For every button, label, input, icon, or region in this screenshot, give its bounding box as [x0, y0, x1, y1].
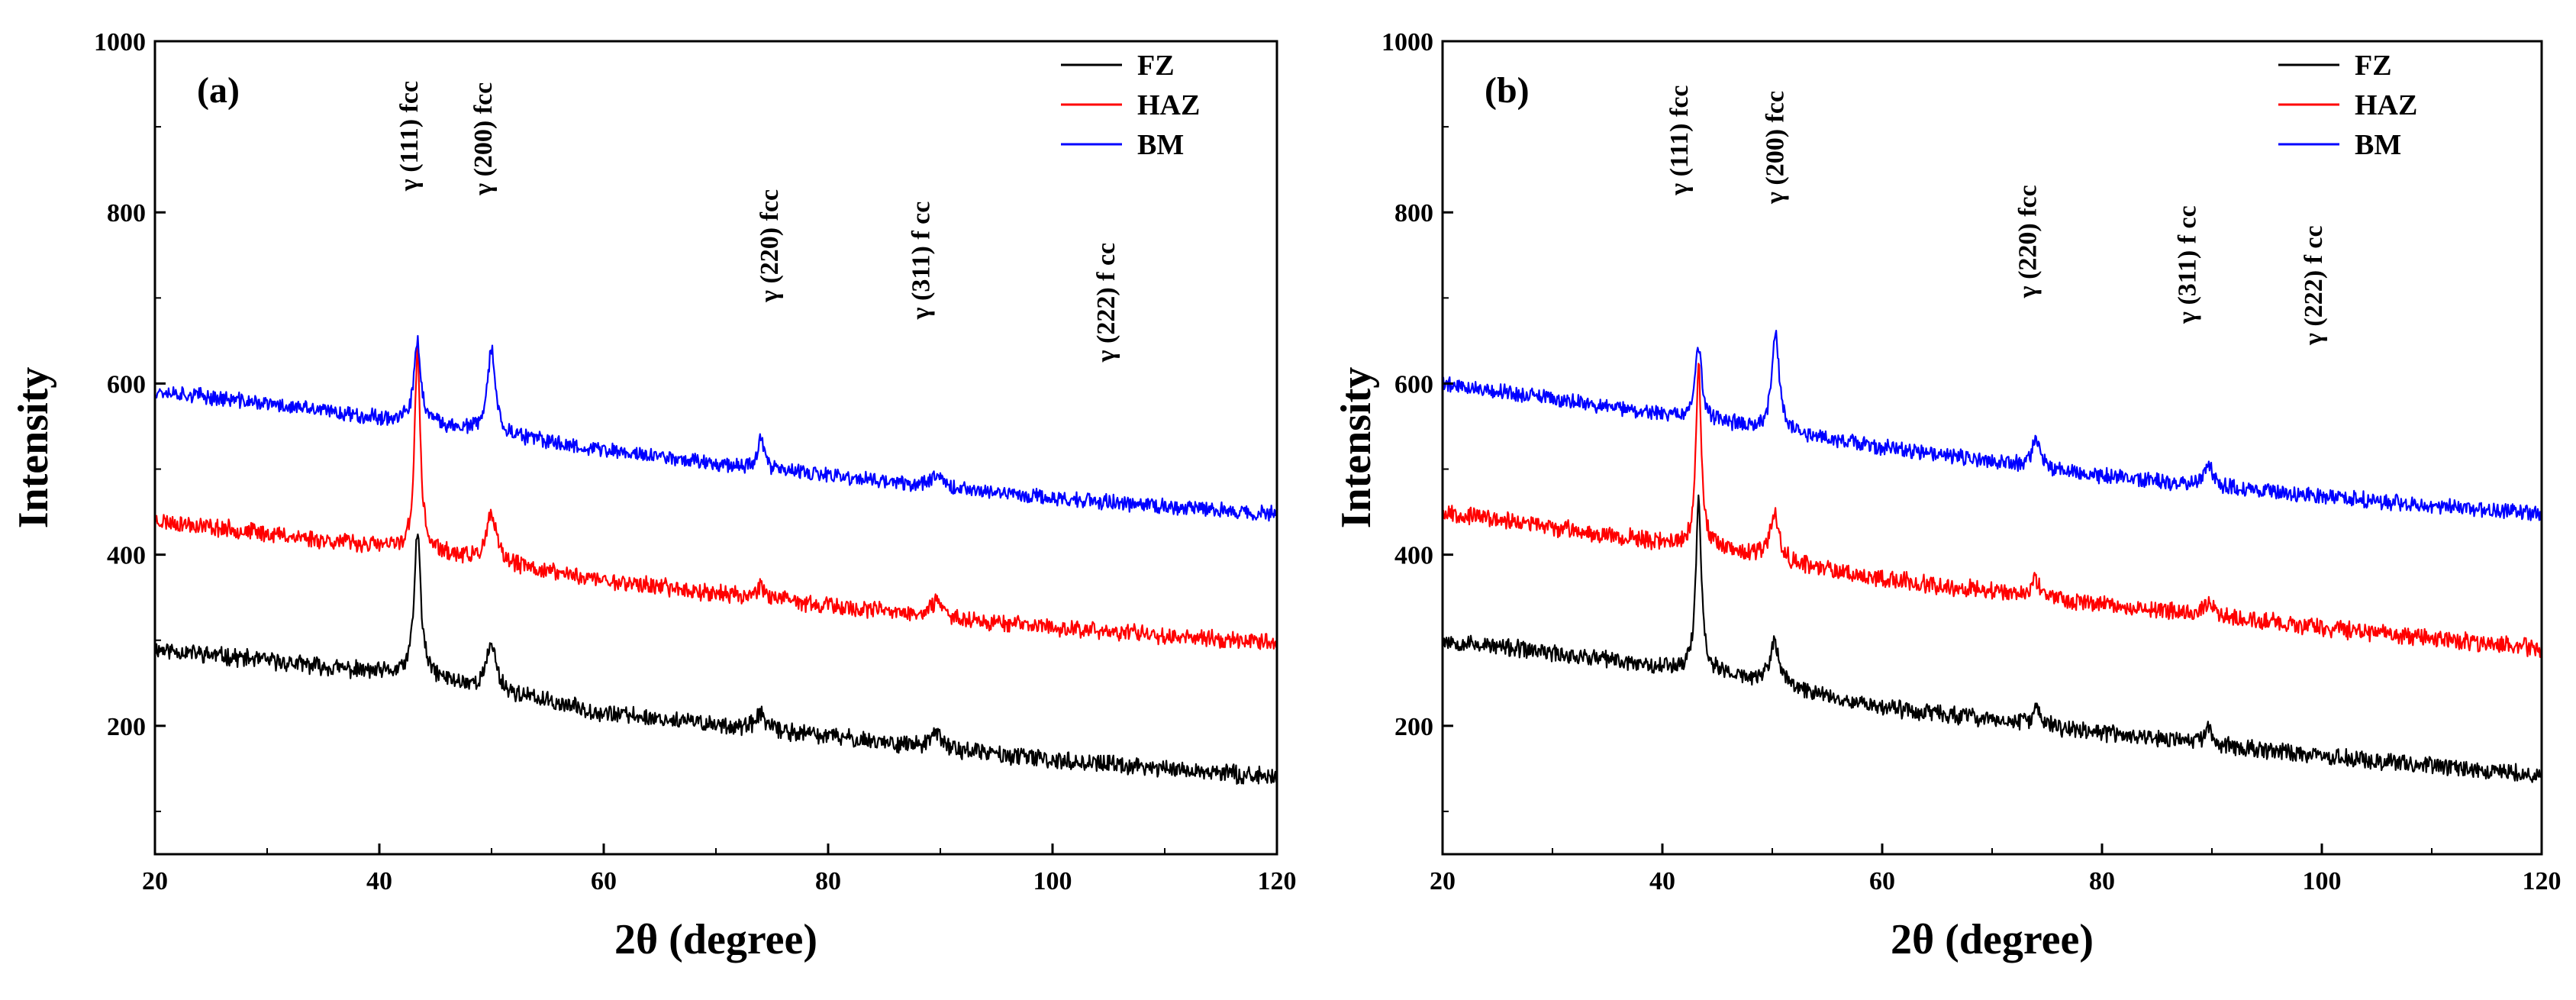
panel-label: (a) [197, 70, 240, 111]
legend-label-fz: FZ [2355, 50, 2392, 82]
x-tick-label: 60 [1869, 867, 1895, 895]
x-tick-label: 20 [142, 867, 168, 895]
x-tick-label: 100 [2303, 867, 2342, 895]
peak-annotation: γ (222) f cc [2300, 225, 2328, 346]
legend-label-bm: BM [1137, 129, 1184, 161]
y-tick-label: 400 [107, 542, 146, 570]
plot-frame [153, 40, 1278, 856]
x-tick-label: 40 [1649, 867, 1675, 895]
x-tick-label: 120 [2523, 867, 2561, 895]
series-line-haz [1443, 363, 2542, 658]
peak-annotation: γ (311) f cc [907, 202, 935, 321]
peak-annotation: γ (111) fcc [395, 81, 424, 192]
y-tick-label: 400 [1394, 542, 1433, 570]
peak-annotation: γ (200) fcc [1761, 91, 1789, 205]
x-tick-label: 80 [815, 867, 841, 895]
y-tick-label: 600 [107, 370, 146, 398]
plot-frame [1441, 40, 2543, 856]
chart-panel-a: 20 40 60 80 100 120 200 400 600 800 1000 2θ (degree… [10, 28, 1297, 963]
y-tick-label: 600 [1394, 370, 1433, 398]
peak-annotation: γ (220) fcc [2014, 185, 2042, 298]
y-tick-label: 800 [107, 199, 146, 227]
y-tick-label: 800 [1394, 199, 1433, 227]
x-tick-label: 120 [1258, 867, 1297, 895]
x-axis-label: 2θ (degree) [614, 916, 817, 963]
peak-annotation: γ (200) fcc [469, 82, 498, 196]
x-tick-label: 80 [2089, 867, 2115, 895]
x-tick-label: 40 [366, 867, 392, 895]
peak-annotation: γ (111) fcc [1665, 85, 1694, 195]
series-line-haz [155, 342, 1277, 650]
series-line-fz [155, 533, 1277, 785]
panel-label: (b) [1485, 70, 1530, 111]
x-tick-label: 60 [591, 867, 617, 895]
x-tick-label: 20 [1430, 867, 1456, 895]
chart-panel-b: 20 40 60 80 100 120 200 400 600 800 1000 2θ (degree… [1333, 28, 2561, 963]
peak-annotation: γ (220) fcc [756, 189, 784, 303]
peak-annotation: γ (222) f cc [1092, 243, 1120, 363]
y-tick-label: 1000 [1381, 28, 1433, 56]
series-line-bm [155, 334, 1277, 522]
y-axis-label: Intensity [1333, 367, 1380, 529]
legend-label-haz: HAZ [2355, 89, 2417, 121]
y-tick-label: 1000 [94, 28, 146, 56]
series-line-bm [1443, 330, 2542, 521]
y-tick-label: 200 [107, 713, 146, 741]
y-axis-label: Intensity [10, 367, 57, 529]
peak-annotation: γ (311) f cc [2173, 205, 2201, 324]
series-line-fz [1443, 494, 2542, 783]
legend-label-haz: HAZ [1137, 89, 1200, 121]
y-tick-label: 200 [1394, 713, 1433, 741]
x-tick-label: 100 [1033, 867, 1072, 895]
x-axis-label: 2θ (degree) [1891, 916, 2094, 963]
legend-label-fz: FZ [1137, 50, 1175, 82]
legend-label-bm: BM [2355, 129, 2401, 161]
